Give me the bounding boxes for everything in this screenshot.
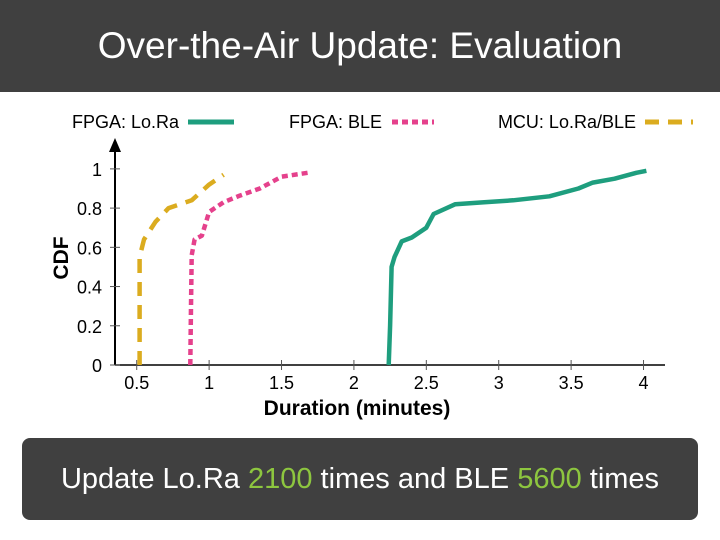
chart-legend: FPGA: Lo.Ra FPGA: BLE MCU: Lo.Ra/BLE bbox=[72, 112, 693, 132]
y-tick-label: 0.8 bbox=[77, 199, 102, 219]
y-tick-label: 0 bbox=[92, 356, 102, 376]
x-tick-label: 1 bbox=[204, 373, 214, 393]
y-tick-label: 0.4 bbox=[77, 278, 102, 298]
slide-title: Over-the-Air Update: Evaluation bbox=[0, 0, 720, 92]
legend-label: FPGA: BLE bbox=[289, 112, 382, 132]
series-line-3 bbox=[137, 172, 225, 365]
y-tick-label: 0.6 bbox=[77, 238, 102, 258]
footer-ble-count: 5600 bbox=[517, 462, 582, 495]
footer-text-pre: Update Lo.Ra bbox=[60, 462, 248, 495]
y-axis-arrow bbox=[109, 138, 121, 152]
cdf-chart: FPGA: Lo.Ra FPGA: BLE MCU: Lo.Ra/BLE 00.20… bbox=[50, 112, 693, 420]
x-tick-label: 2 bbox=[349, 373, 359, 393]
y-axis-label: CDF bbox=[50, 236, 73, 279]
chart-series bbox=[137, 168, 647, 366]
footer-caption: Update Lo.Ra 2100 times and BLE 5600 tim… bbox=[22, 438, 698, 520]
x-axis-label: Duration (minutes) bbox=[264, 397, 451, 420]
series-line-1 bbox=[386, 168, 647, 366]
legend-label: FPGA: Lo.Ra bbox=[72, 112, 180, 132]
series-line-2 bbox=[188, 170, 308, 366]
footer-lora-count: 2100 bbox=[247, 462, 313, 495]
x-tick-label: 3.5 bbox=[559, 373, 584, 393]
footer-text-post: times bbox=[581, 462, 660, 495]
y-tick-label: 0.2 bbox=[77, 317, 102, 337]
x-tick-label: 0.5 bbox=[124, 373, 149, 393]
x-tick-label: 3 bbox=[494, 373, 504, 393]
x-tick-label: 4 bbox=[639, 373, 649, 393]
x-tick-label: 2.5 bbox=[414, 373, 439, 393]
y-tick-label: 1 bbox=[92, 160, 102, 180]
footer-text-mid: times and BLE bbox=[312, 462, 518, 495]
x-tick-label: 1.5 bbox=[269, 373, 294, 393]
chart-axes: 0 0.2 0.4 0.6 0.8 1 0.5 1 1.5 2 2.5 3 3.5 4 bbox=[77, 138, 665, 393]
legend-label: MCU: Lo.Ra/BLE bbox=[498, 112, 636, 132]
